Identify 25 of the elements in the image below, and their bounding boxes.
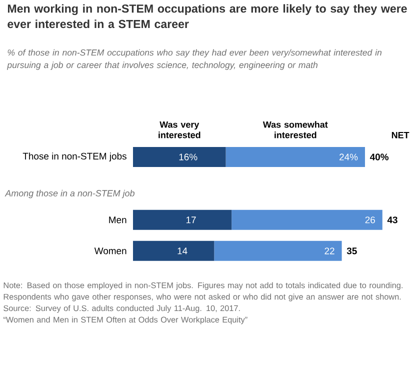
data-label: 26 [365, 216, 375, 224]
total-label: 40% [370, 154, 389, 160]
chart-title: Men working in non-STEM occupations are more likely to say they were ever interested in a STEM career [8, 4, 407, 28]
data-label: 24% [340, 154, 358, 160]
y-tick-label: Women [94, 248, 126, 254]
y-tick-label: Men [109, 216, 126, 224]
total-label: 43 [387, 216, 398, 224]
text: NET [392, 132, 410, 138]
data-label: 16% [179, 154, 198, 160]
data-label: 14 [178, 248, 188, 254]
y-tick-label: Those in non-STEM jobs [22, 152, 126, 162]
annotation: Among those in a non-STEM job [4, 190, 134, 198]
bar [214, 240, 342, 261]
series-label: Was somewhat interested [262, 121, 328, 138]
source-note: Source: Survey of U.S. adults conducted July 11-Aug. 10, 2017. [4, 305, 240, 313]
text: “Women and Men in STEM Often at Odds Over Workplace Equity” [3, 316, 248, 324]
bar [133, 146, 226, 167]
bar [133, 240, 214, 261]
data-label: 17 [186, 216, 196, 224]
total-label: 35 [346, 248, 357, 254]
data-label: 22 [324, 248, 334, 254]
annotation: Note: Based on those employed in non-STEM jobs. Figures may not add to totals indicated due to rounding. Respondents who gave other responses, who were not asked or who did not give an answer are not shown. [4, 282, 402, 302]
series-label: Was very interested [158, 121, 200, 138]
chart-subtitle: % of those in non-STEM occupations who say they had ever been very/somewhat interested in pursuing a job or career that involves science, technology, engineering or math [6, 49, 382, 70]
bar [226, 146, 365, 167]
